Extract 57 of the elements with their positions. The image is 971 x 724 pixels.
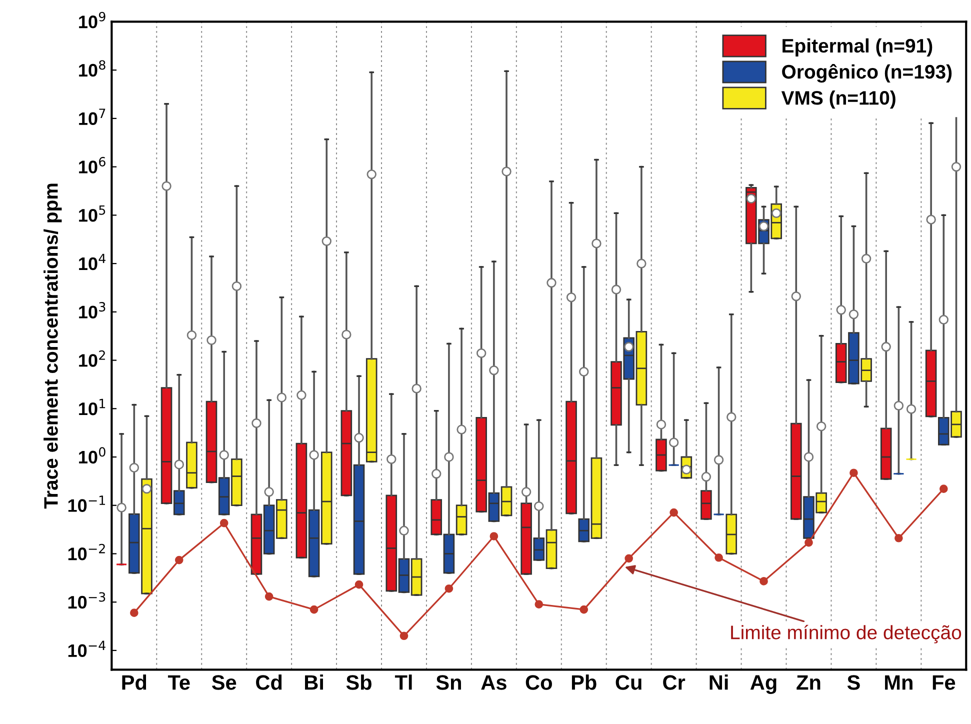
x-tick-label: Te: [168, 675, 190, 690]
point: [670, 508, 678, 517]
x-tick-label: Co: [526, 675, 552, 690]
x-tick-label: Se: [212, 675, 236, 690]
y-tick-label: 10$^{0}$: [79, 447, 106, 464]
y-tick-label: 10$^{7}$: [79, 108, 106, 126]
x-tick-label: Ni: [710, 674, 728, 690]
point: [939, 484, 948, 493]
x-tick-label: Pd: [122, 674, 146, 690]
x-tick-label: Fe: [932, 675, 956, 690]
y-tick-label: 10$^{8}$: [79, 60, 106, 77]
y-tick-label: 10$^{9}$: [79, 12, 106, 28]
y-tick-label: 10$^{4}$: [79, 254, 106, 270]
x-tick-label: Cr: [663, 675, 686, 690]
point: [714, 553, 723, 562]
point: [850, 468, 858, 478]
point: [534, 600, 544, 608]
point: [804, 538, 813, 547]
point: [220, 518, 228, 528]
x-tick-label: Ag: [750, 675, 776, 694]
x-tick-label: Mn: [885, 675, 912, 690]
legend-label: VMS (n=110): [781, 90, 896, 109]
y-tick-label: 10$^{2}$: [79, 350, 105, 367]
y-axis-title: Trace element concentrations/ ppm: [44, 184, 62, 509]
x-tick-label: Zn: [796, 675, 820, 690]
y-tick-label: 10$^{−4}$: [68, 640, 106, 658]
point: [580, 605, 588, 614]
x-tick-label: Cd: [256, 674, 282, 690]
point: [130, 608, 138, 617]
x-tick-label: S: [847, 675, 860, 690]
y-tick-label: 10$^{−3}$: [68, 592, 106, 609]
x-tick-label: Pb: [572, 674, 596, 690]
x-tick-label: Tl: [394, 674, 412, 690]
x-tick-label: As: [481, 675, 506, 690]
y-tick-label: 10$^{1}$: [79, 398, 106, 416]
point: [310, 605, 318, 614]
point: [624, 554, 634, 563]
y-tick-label: 10$^{3}$: [79, 302, 106, 318]
point: [264, 592, 274, 601]
x-tick-label: Sb: [346, 674, 372, 690]
x-tick-label: Bi: [305, 674, 323, 690]
point: [444, 584, 454, 593]
y-tick-label: 10$^{5}$: [79, 205, 106, 222]
point: [760, 577, 768, 586]
y-tick-label: 10$^{−2}$: [68, 544, 105, 560]
point: [174, 556, 184, 564]
point: [354, 580, 364, 589]
text: Limite mínimo de detecção: [731, 624, 962, 644]
point: [400, 632, 408, 640]
x-tick-label: Cu: [616, 675, 642, 690]
point: [894, 534, 903, 542]
x-tick-label: Sn: [436, 675, 461, 690]
point: [490, 532, 498, 540]
y-tick-label: 10$^{6}$: [79, 156, 106, 174]
legend-label: Orogênico (n=193): [782, 64, 952, 83]
y-tick-label: 10$^{−1}$: [68, 496, 105, 512]
legend-label: Epitermal (n=91): [782, 38, 932, 56]
